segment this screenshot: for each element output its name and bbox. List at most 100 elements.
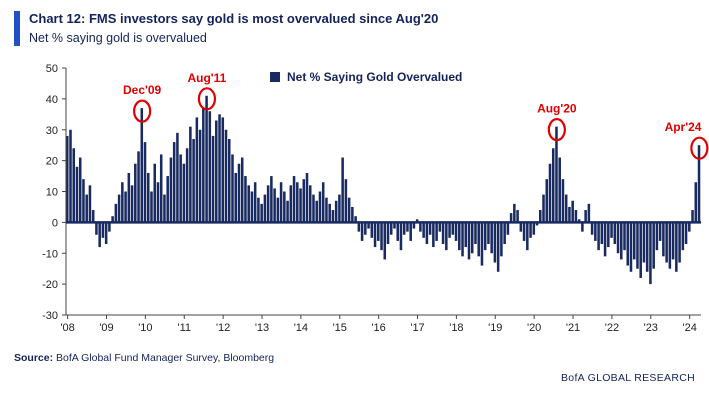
bar [111,216,114,223]
bar [189,126,192,223]
bar [357,222,361,232]
bar [95,222,98,235]
bar [185,148,189,223]
bar [215,120,218,223]
bar [159,154,163,223]
bar [409,222,412,242]
bar [354,216,357,223]
bar [412,222,416,229]
bar [402,222,406,235]
bar [435,222,438,242]
bar [380,222,383,251]
brand-label: BofA GLOBAL RESEARCH [561,372,695,385]
bar [506,222,510,235]
bar [296,182,299,223]
accent-bar [14,11,20,47]
bar [597,222,600,251]
bar [334,201,338,223]
bar [419,222,422,232]
bar [69,130,72,223]
bar [117,194,121,223]
x-tick-label: '12 [216,322,230,334]
bar [383,222,387,260]
bar [496,222,500,273]
bar [532,222,536,235]
bar [98,222,101,248]
legend-label: Net % Saying Gold Overvalued [287,70,463,85]
bar [571,201,574,223]
bar [286,201,289,223]
annotation-label: Aug'11 [187,71,226,85]
bar [237,163,241,223]
bar [535,222,539,226]
y-tick-label: -30 [42,310,58,322]
bar [594,222,597,242]
bar [548,163,552,223]
bar [247,185,250,223]
bar [66,136,69,223]
legend-swatch-icon [270,72,280,83]
brand-row: BofA GLOBAL RESEARCH [14,368,695,386]
bar [321,182,325,223]
x-tick-label: '15 [333,322,347,334]
bar [373,222,377,248]
bar [665,222,668,263]
bar [470,222,474,254]
bar [273,188,276,223]
bar [542,194,545,223]
bar [202,108,205,223]
bar [270,176,273,223]
bar [121,182,124,223]
bar [143,142,147,223]
bar [234,173,237,223]
bar [169,157,173,223]
bar [108,222,111,232]
bar [655,222,659,251]
bar [678,222,681,263]
bar [480,222,484,266]
chart-header: Chart 12: FMS investors say gold is most… [0,0,709,47]
bar [688,222,691,232]
bar [454,222,458,242]
bar [474,222,477,245]
bar [312,194,315,223]
bar [406,222,409,232]
x-tick-label: '08 [60,322,74,334]
bar [205,96,208,223]
chart-footer: Source: BofA Global Fund Manager Survey,… [0,350,709,386]
bar [539,210,542,223]
bar [328,204,331,223]
bar [399,222,403,251]
bar [146,173,150,223]
bar [364,222,367,235]
bar [577,219,581,223]
x-tick-label: '19 [488,322,502,334]
bar [568,207,571,223]
x-tick-label: '18 [449,322,463,334]
bar [386,222,390,245]
bar [101,222,105,239]
bar [257,197,260,223]
annotation-label: Apr'24 [665,120,702,134]
y-tick-label: 30 [46,125,58,137]
bar [208,111,212,223]
bar [263,194,267,223]
bar [302,179,306,223]
y-tick-label: 50 [46,63,58,75]
bar [564,194,568,223]
bar [522,222,526,242]
bar [529,222,532,239]
x-tick-label: '22 [605,322,619,334]
bar [487,222,490,245]
bar [649,222,652,285]
legend: Net % Saying Gold Overvalued [270,70,462,84]
bar [603,222,607,257]
annotation-circle [133,99,152,123]
y-tick-label: 10 [46,187,58,199]
bar [490,222,493,254]
x-tick-label: '16 [371,322,385,334]
bar [668,222,672,269]
bar [526,222,529,251]
bar [574,210,578,223]
bar [610,222,613,239]
